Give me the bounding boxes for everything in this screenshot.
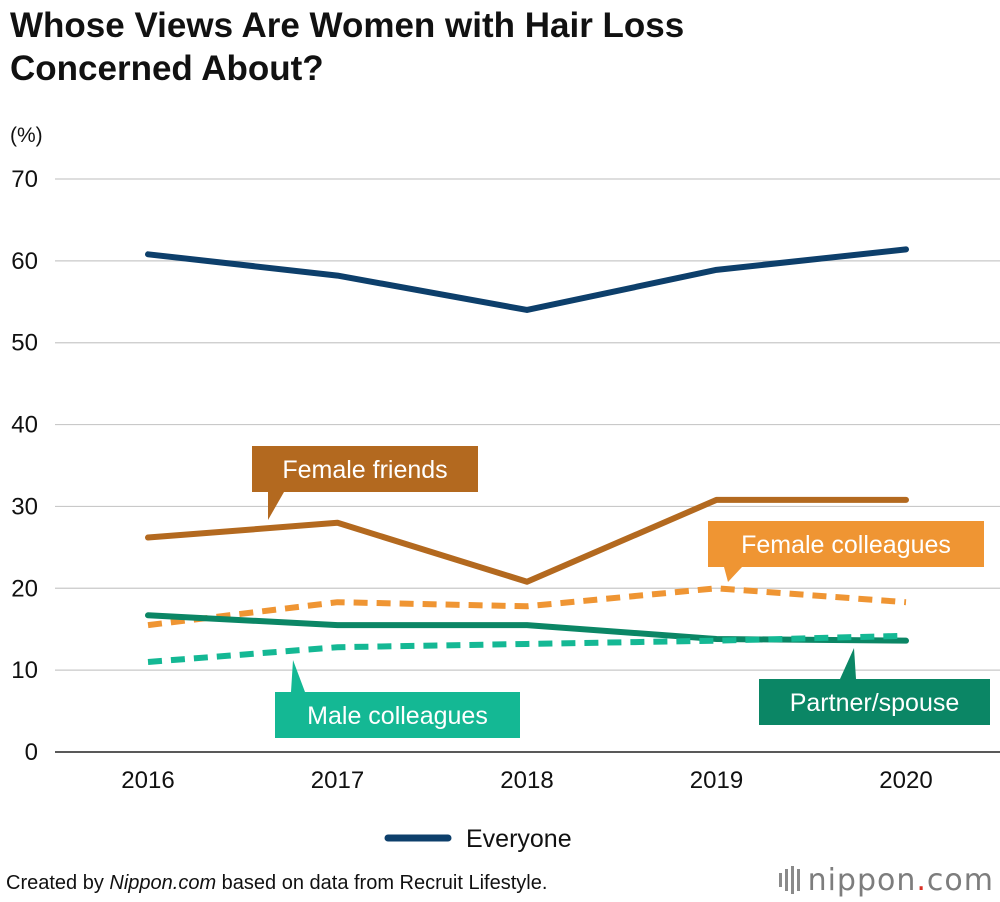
nippon-logo: nippon.com [778,862,994,898]
callout-box-partner-spouse [759,679,990,725]
y-tick-label-10: 10 [11,657,38,684]
logo-tld: com [926,862,994,898]
logo-bars-icon [778,866,800,894]
y-tick-label-40: 40 [11,412,38,439]
x-tick-label-2020: 2020 [879,767,932,794]
series-label-male-colleagues: Male colleagues [307,702,488,730]
callout-female-colleagues: Female colleagues [708,521,984,582]
callout-box-female-colleagues [708,521,984,567]
callout-box-female-friends [252,446,478,492]
callout-pointer-partner-spouse [840,648,856,679]
series-lines [145,246,909,665]
callout-pointer-male-colleagues [291,660,305,692]
series-line-female-friends [145,496,909,585]
x-tick-label-2018: 2018 [500,767,553,794]
series-line-female-colleagues [147,585,907,629]
chart-title: Whose Views Are Women with Hair Loss Con… [10,4,890,90]
y-tick-label-60: 60 [11,248,38,275]
source-note-prefix: Created by [6,872,110,894]
x-tick-label-2017: 2017 [311,767,364,794]
line-chart: 0 10 20 30 40 50 60 70 2016 2017 2018 2019 2020 (%)… [10,124,1000,853]
x-tick-label-2016: 2016 [121,767,174,794]
callout-box-male-colleagues [275,692,520,738]
callout-female-friends: Female friends [252,446,478,520]
y-tick-label-0: 0 [25,739,38,766]
logo-dot: . [916,862,927,898]
logo-name: nippon [807,862,917,898]
series-line-everyone [145,246,909,313]
source-note-suffix: based on data from Recruit Lifestyle. [216,872,548,894]
x-axis-tick-labels: 2016 2017 2018 2019 2020 [121,767,932,794]
y-tick-label-20: 20 [11,575,38,602]
x-tick-label-2019: 2019 [690,767,743,794]
source-note-site: Nippon.com [109,872,217,894]
legend-label-everyone: Everyone [466,825,572,853]
y-tick-label-50: 50 [11,330,38,357]
y-axis-unit-label: (%) [10,124,43,147]
y-tick-label-70: 70 [11,166,38,193]
series-label-female-colleagues: Female colleagues [741,531,951,559]
series-label-partner-spouse: Partner/spouse [790,689,960,717]
series-callouts: Female friends Female colleagues Partner/s… [252,446,990,738]
chart-title-line-1: Whose Views Are Women with Hair Loss [10,6,685,45]
series-label-female-friends: Female friends [282,456,447,484]
grid-lines [55,178,1000,753]
callout-partner-spouse: Partner/spouse [759,648,990,725]
callout-male-colleagues: Male colleagues [275,660,520,738]
callout-pointer-female-friends [268,492,284,520]
y-axis-tick-labels: 0 10 20 30 40 50 60 70 [11,166,38,766]
chart-title-line-2: Concerned About? [10,49,324,88]
source-note: Created by Nippon.com based on data from… [6,872,547,895]
callout-pointer-female-colleagues [724,567,742,582]
legend: Everyone [384,825,572,853]
series-line-male-colleagues [147,632,907,665]
y-tick-label-30: 30 [11,493,38,520]
